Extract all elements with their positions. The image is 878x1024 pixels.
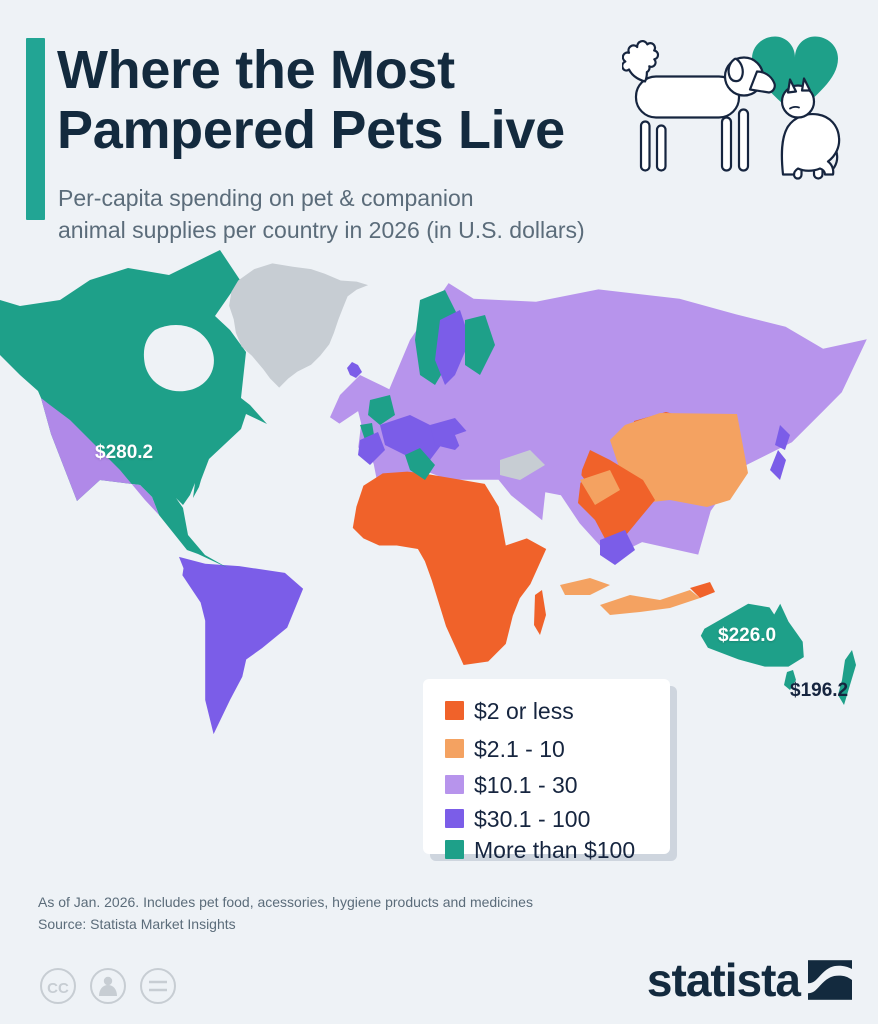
svg-text:CC: CC <box>47 980 69 997</box>
